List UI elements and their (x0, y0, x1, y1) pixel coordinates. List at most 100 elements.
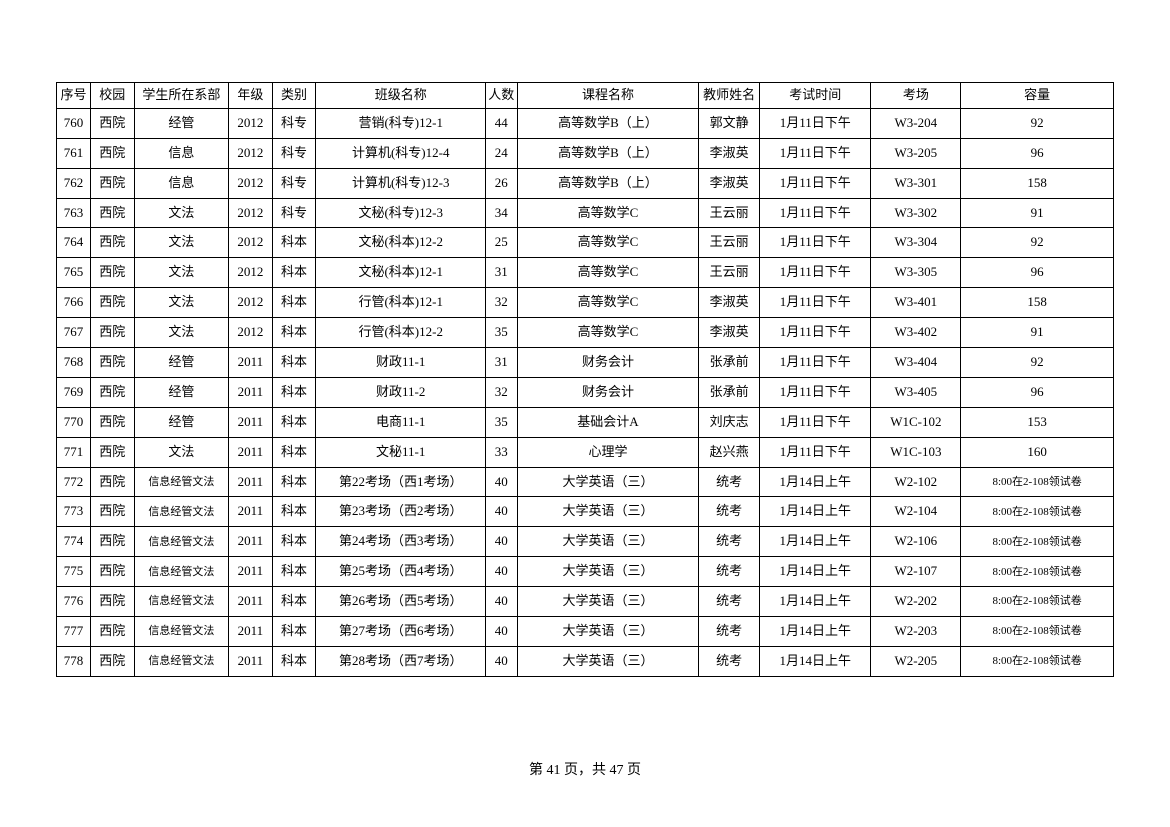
cell-course: 大学英语（三） (517, 527, 699, 557)
cell-teacher: 统考 (699, 497, 760, 527)
cell-dept: 文法 (134, 437, 229, 467)
cell-year: 2011 (229, 557, 273, 587)
header-dept: 学生所在系部 (134, 83, 229, 109)
cell-count: 31 (486, 348, 518, 378)
header-count: 人数 (486, 83, 518, 109)
cell-teacher: 赵兴燕 (699, 437, 760, 467)
cell-teacher: 王云丽 (699, 258, 760, 288)
cell-seq: 761 (57, 138, 91, 168)
cell-class: 第26考场（西5考场） (316, 587, 486, 617)
cell-count: 40 (486, 497, 518, 527)
cell-time: 1月11日下午 (759, 348, 871, 378)
cell-teacher: 统考 (699, 587, 760, 617)
cell-type: 科本 (272, 318, 316, 348)
cell-course: 大学英语（三） (517, 497, 699, 527)
cell-time: 1月14日上午 (759, 467, 871, 497)
cell-year: 2011 (229, 467, 273, 497)
cell-class: 第27考场（西6考场） (316, 617, 486, 647)
cell-time: 1月11日下午 (759, 377, 871, 407)
cell-time: 1月11日下午 (759, 138, 871, 168)
cell-class: 财政11-1 (316, 348, 486, 378)
table-body: 760西院经管2012科专营销(科专)12-144高等数学B（上）郭文静1月11… (57, 108, 1114, 676)
cell-class: 营销(科专)12-1 (316, 108, 486, 138)
cell-type: 科本 (272, 587, 316, 617)
cell-teacher: 张承前 (699, 377, 760, 407)
cell-campus: 西院 (90, 288, 134, 318)
cell-course: 高等数学C (517, 228, 699, 258)
cell-dept: 信息经管文法 (134, 587, 229, 617)
table-row: 777西院信息经管文法2011科本第27考场（西6考场）40大学英语（三）统考1… (57, 617, 1114, 647)
cell-type: 科本 (272, 288, 316, 318)
cell-time: 1月11日下午 (759, 108, 871, 138)
cell-seq: 773 (57, 497, 91, 527)
cell-room: W3-404 (871, 348, 961, 378)
cell-type: 科本 (272, 407, 316, 437)
cell-campus: 西院 (90, 108, 134, 138)
cell-class: 第23考场（西2考场） (316, 497, 486, 527)
cell-room: W2-107 (871, 557, 961, 587)
cell-year: 2012 (229, 168, 273, 198)
cell-count: 40 (486, 557, 518, 587)
cell-capacity: 96 (961, 377, 1114, 407)
cell-capacity: 158 (961, 168, 1114, 198)
cell-type: 科专 (272, 198, 316, 228)
cell-year: 2011 (229, 437, 273, 467)
table-row: 765西院文法2012科本文秘(科本)12-131高等数学C王云丽1月11日下午… (57, 258, 1114, 288)
cell-year: 2012 (229, 138, 273, 168)
table-row: 767西院文法2012科本行管(科本)12-235高等数学C李淑英1月11日下午… (57, 318, 1114, 348)
cell-teacher: 李淑英 (699, 168, 760, 198)
cell-room: W2-205 (871, 646, 961, 676)
cell-year: 2011 (229, 527, 273, 557)
cell-dept: 经管 (134, 407, 229, 437)
cell-type: 科本 (272, 437, 316, 467)
cell-campus: 西院 (90, 617, 134, 647)
cell-count: 35 (486, 318, 518, 348)
cell-count: 33 (486, 437, 518, 467)
cell-teacher: 王云丽 (699, 198, 760, 228)
cell-seq: 774 (57, 527, 91, 557)
cell-campus: 西院 (90, 228, 134, 258)
cell-count: 24 (486, 138, 518, 168)
table-row: 760西院经管2012科专营销(科专)12-144高等数学B（上）郭文静1月11… (57, 108, 1114, 138)
cell-dept: 文法 (134, 228, 229, 258)
cell-capacity: 91 (961, 318, 1114, 348)
cell-count: 35 (486, 407, 518, 437)
cell-dept: 信息经管文法 (134, 467, 229, 497)
cell-year: 2012 (229, 198, 273, 228)
cell-teacher: 李淑英 (699, 288, 760, 318)
cell-campus: 西院 (90, 407, 134, 437)
cell-seq: 768 (57, 348, 91, 378)
cell-teacher: 刘庆志 (699, 407, 760, 437)
cell-type: 科本 (272, 228, 316, 258)
cell-campus: 西院 (90, 587, 134, 617)
cell-course: 大学英语（三） (517, 557, 699, 587)
cell-room: W3-304 (871, 228, 961, 258)
cell-campus: 西院 (90, 557, 134, 587)
table-row: 775西院信息经管文法2011科本第25考场（西4考场）40大学英语（三）统考1… (57, 557, 1114, 587)
cell-teacher: 王云丽 (699, 228, 760, 258)
table-row: 763西院文法2012科专文秘(科专)12-334高等数学C王云丽1月11日下午… (57, 198, 1114, 228)
cell-room: W3-205 (871, 138, 961, 168)
table-row: 774西院信息经管文法2011科本第24考场（西3考场）40大学英语（三）统考1… (57, 527, 1114, 557)
cell-dept: 文法 (134, 318, 229, 348)
cell-count: 25 (486, 228, 518, 258)
cell-capacity: 8:00在2-108领试卷 (961, 527, 1114, 557)
cell-seq: 770 (57, 407, 91, 437)
cell-capacity: 92 (961, 228, 1114, 258)
cell-class: 文秘(科本)12-2 (316, 228, 486, 258)
cell-teacher: 统考 (699, 467, 760, 497)
cell-seq: 764 (57, 228, 91, 258)
cell-count: 40 (486, 646, 518, 676)
cell-class: 电商11-1 (316, 407, 486, 437)
cell-year: 2011 (229, 497, 273, 527)
cell-time: 1月14日上午 (759, 497, 871, 527)
cell-capacity: 158 (961, 288, 1114, 318)
cell-campus: 西院 (90, 527, 134, 557)
cell-year: 2011 (229, 407, 273, 437)
table-row: 770西院经管2011科本电商11-135基础会计A刘庆志1月11日下午W1C-… (57, 407, 1114, 437)
cell-room: W2-102 (871, 467, 961, 497)
cell-count: 40 (486, 587, 518, 617)
exam-schedule-table: 序号 校园 学生所在系部 年级 类别 班级名称 人数 课程名称 教师姓名 考试时… (56, 82, 1114, 677)
cell-room: W3-302 (871, 198, 961, 228)
cell-seq: 777 (57, 617, 91, 647)
